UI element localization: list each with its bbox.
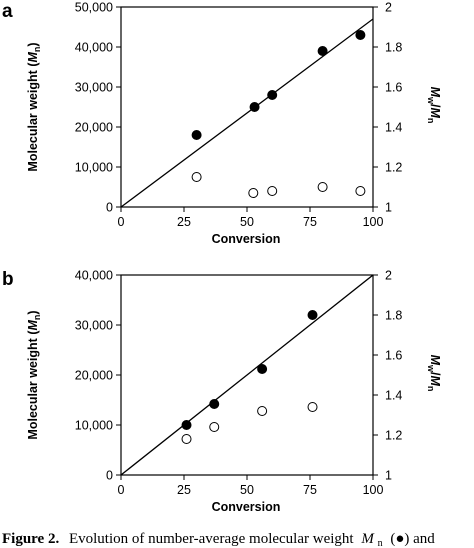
y2-tick-label: 1 [385,201,392,215]
y-tick-label: 0 [106,201,113,215]
y-axis-label: Molecular weight (Mn) [26,310,42,439]
pdi-point [267,186,278,196]
theory-line [121,275,373,475]
y2-axis-label-a: M [428,87,442,98]
x-tick-label: 25 [177,215,191,229]
x-tick-label: 75 [303,215,317,229]
y2-tick-label: 1.2 [385,429,402,443]
y-tick-label: 30,000 [75,81,113,95]
x-tick-label: 25 [177,483,191,497]
pdi-point [248,188,259,198]
y2-tick-label: 1.6 [385,349,402,363]
mn-point [317,46,328,56]
y2-tick-label: 2 [385,1,392,15]
pdi-point [257,406,268,416]
chart-panel-b: b 0 25 50 75 100 0 10,000 20,000 30,000 40,000 1 1.2… [2,269,442,515]
mn-point [355,30,366,40]
y2-tick-label: 1.8 [385,309,402,323]
caption-symbol: M [360,531,375,547]
y-tick-label: 50,000 [75,1,113,15]
mn-point [181,420,192,430]
figure-caption: Figure 2. Evolution of number-average mo… [2,531,435,548]
pdi-point [317,182,328,192]
y-tick-label: 40,000 [75,269,113,283]
y-axis-label-close: ) [26,42,40,46]
mn-point [191,130,202,140]
x-tick-label: 100 [363,483,384,497]
x-axis-label: Conversion [212,500,281,514]
y2-axis-label: Mw/Mn [426,355,442,392]
y-axis-label-text: Molecular weight ( [26,62,40,172]
pdi-point [355,186,366,196]
mn-point [307,310,318,320]
y-axis-label-sub: n [32,315,42,321]
y2-axis-label-b: M [428,376,442,387]
theory-line [121,18,373,207]
y2-axis-label-b-sub: n [426,386,436,392]
mn-point [257,364,268,374]
y-tick-label: 10,000 [75,161,113,175]
y-axis-label: Molecular weight (Mn) [26,42,42,171]
caption-marker-text: (●) and [390,531,435,547]
pdi-point [209,422,220,432]
y-tick-label: 20,000 [75,121,113,135]
plot-frame [120,6,374,208]
y2-tick-label: 1.4 [385,389,402,403]
x-tick-label: 0 [118,483,125,497]
mn-point [249,102,260,112]
chart-panel-a: a 0 25 50 75 100 0 10,000 20,000 30,000 40,000 50,0… [2,1,442,247]
y-tick-label: 30,000 [75,319,113,333]
pdi-point [307,402,318,412]
caption-label: Figure 2. [2,531,59,547]
x-tick-label: 50 [240,215,254,229]
pdi-point [181,434,192,444]
y-axis-label-symbol: M [26,320,40,331]
y2-axis-label: Mw/Mn [426,87,442,124]
x-tick-label: 100 [363,215,384,229]
y-tick-label: 40,000 [75,41,113,55]
y-tick-label: 10,000 [75,419,113,433]
y2-axis-label-b: M [428,108,442,119]
mn-point [209,399,220,409]
y2-tick-label: 1.4 [385,121,402,135]
y2-axis-label-sep: / [428,104,442,108]
y-tick-label: 20,000 [75,369,113,383]
y-tick-label: 0 [106,469,113,483]
caption-symbol-sub: n [378,538,383,548]
y2-axis-label-sep: / [428,372,442,376]
y2-axis-label-a: M [428,355,442,366]
x-tick-label: 50 [240,483,254,497]
y-axis-label-text: Molecular weight ( [26,330,40,440]
y2-tick-label: 1.8 [385,41,402,55]
y2-axis-label-a-sub: w [426,364,436,373]
y2-tick-label: 2 [385,269,392,283]
y2-axis-label-b-sub: n [426,118,436,124]
y-axis-label-close: ) [26,310,40,314]
pdi-point [191,172,202,182]
panel-label: a [2,1,13,22]
caption-text: Evolution of number-average molecular we… [69,531,354,547]
y-axis-label-sub: n [32,47,42,53]
y-axis-label-symbol: M [26,52,40,63]
y2-tick-label: 1.2 [385,161,402,175]
x-tick-label: 0 [118,215,125,229]
y2-axis-label-a-sub: w [426,96,436,105]
x-tick-label: 75 [303,483,317,497]
y2-tick-label: 1.6 [385,81,402,95]
y2-tick-label: 1 [385,469,392,483]
chart-panels: a0 25 50 75 100010,00020,00030,00040,00050,0… [2,1,442,515]
mn-point [267,90,278,100]
panel-label: b [2,269,14,290]
x-axis-label: Conversion [212,232,281,246]
